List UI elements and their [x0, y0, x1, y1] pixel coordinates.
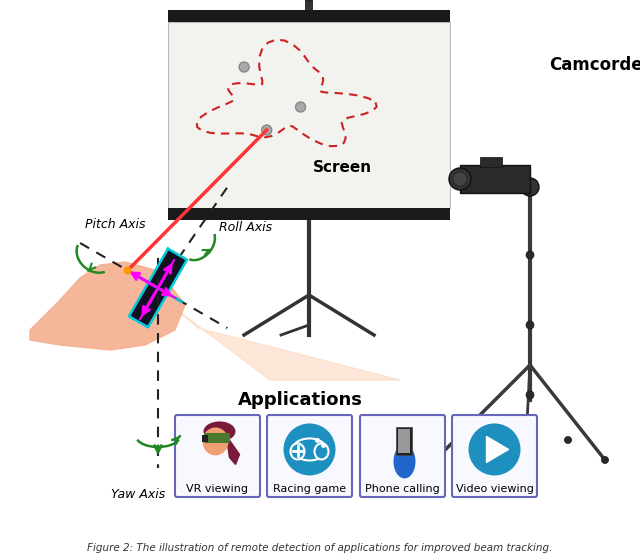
Bar — [397, 429, 410, 453]
Circle shape — [315, 438, 320, 443]
Ellipse shape — [314, 443, 328, 460]
Bar — [305, 0, 313, 10]
Bar — [202, 436, 207, 442]
Polygon shape — [227, 437, 239, 465]
FancyBboxPatch shape — [360, 415, 445, 497]
Circle shape — [602, 457, 609, 463]
Ellipse shape — [204, 422, 236, 442]
Bar — [396, 427, 412, 456]
Text: Figure 2: The illustration of remote detection of applications for improved beam: Figure 2: The illustration of remote det… — [87, 543, 553, 553]
Text: Applications: Applications — [238, 391, 363, 409]
Polygon shape — [486, 437, 509, 462]
Text: Pitch Axis: Pitch Axis — [85, 218, 145, 231]
Polygon shape — [168, 303, 400, 380]
FancyBboxPatch shape — [452, 415, 537, 497]
Bar — [204, 433, 230, 443]
Ellipse shape — [202, 427, 228, 456]
Bar — [460, 165, 530, 193]
Text: Roll Axis: Roll Axis — [219, 221, 272, 234]
Ellipse shape — [394, 444, 415, 478]
Bar — [480, 157, 502, 167]
Text: Screen: Screen — [313, 160, 372, 175]
FancyBboxPatch shape — [267, 415, 352, 497]
Polygon shape — [30, 262, 185, 350]
Circle shape — [521, 178, 539, 196]
Ellipse shape — [453, 172, 467, 186]
Circle shape — [522, 457, 529, 463]
Circle shape — [526, 251, 534, 259]
Text: Video viewing: Video viewing — [456, 484, 533, 494]
Circle shape — [304, 0, 314, 1]
Circle shape — [262, 125, 272, 135]
Polygon shape — [129, 249, 187, 328]
Ellipse shape — [292, 438, 326, 461]
Circle shape — [124, 266, 132, 275]
Circle shape — [296, 102, 305, 112]
Circle shape — [431, 457, 438, 463]
Circle shape — [477, 437, 483, 443]
Text: VR viewing: VR viewing — [186, 484, 248, 494]
Bar — [168, 10, 450, 22]
Circle shape — [564, 437, 572, 443]
Bar — [168, 208, 450, 220]
Text: Camcorder: Camcorder — [549, 56, 640, 74]
FancyBboxPatch shape — [175, 415, 260, 497]
Ellipse shape — [291, 443, 305, 460]
Circle shape — [526, 321, 534, 329]
Circle shape — [321, 443, 326, 448]
Circle shape — [468, 423, 520, 476]
Text: Racing game: Racing game — [273, 484, 346, 494]
Circle shape — [526, 391, 534, 399]
Circle shape — [239, 62, 249, 72]
Ellipse shape — [449, 168, 471, 190]
Circle shape — [284, 423, 335, 476]
Bar — [168, 22, 450, 208]
Text: Yaw Axis: Yaw Axis — [111, 488, 165, 501]
Text: Phone calling: Phone calling — [365, 484, 440, 494]
